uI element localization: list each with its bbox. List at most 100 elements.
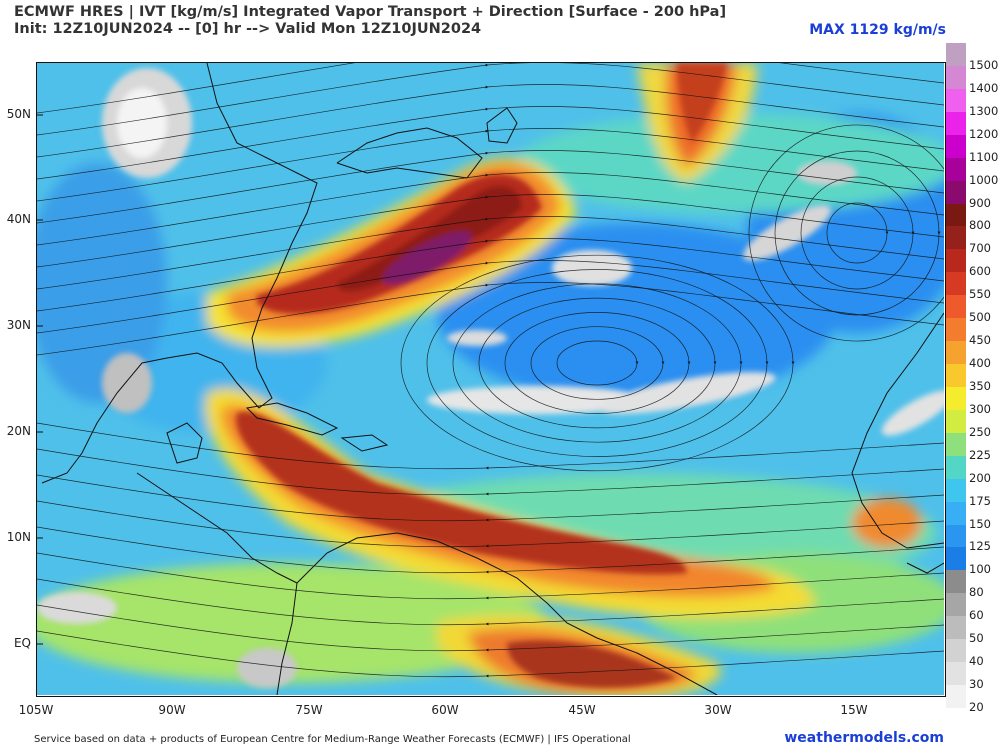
colorbar-label-900: 900 (969, 195, 991, 210)
colorbar-label-400: 400 (969, 356, 991, 371)
colorbar-label-800: 800 (969, 218, 991, 233)
colorbar-swatch-800 (946, 203, 966, 227)
cuba (245, 402, 339, 436)
streamline (800, 176, 915, 290)
lon-label-90w: 90W (158, 703, 186, 717)
colorbar-label-1000: 1000 (969, 172, 999, 187)
colorbar-label-700: 700 (969, 241, 991, 256)
lat-label-20n: 20N (6, 424, 31, 438)
colorbar-label-60: 60 (969, 608, 984, 623)
colorbar-label-40: 40 (969, 654, 984, 669)
dry-patch-far-east (881, 390, 944, 436)
lat-label-30n: 30N (6, 318, 31, 332)
colorbar-label-1400: 1400 (969, 80, 999, 95)
low-ivt-central-atlantic (437, 223, 837, 403)
colorbar-label-225: 225 (969, 447, 991, 462)
lon-label-105w: 105W (18, 703, 54, 717)
dry-patch-west-atlantic (447, 330, 507, 346)
ivt-map-canvas (37, 63, 944, 695)
streamline (452, 283, 743, 443)
streamline (774, 150, 941, 316)
streamline (426, 269, 769, 457)
streamline (37, 474, 944, 522)
streamline (37, 630, 944, 678)
streamline (37, 578, 944, 626)
orange-east-africa (852, 498, 922, 548)
colorbar-swatch-600 (946, 249, 966, 273)
streamline (826, 202, 889, 264)
ivt-direction-streamlines (37, 63, 944, 678)
colorbar-swatch-350 (946, 364, 966, 388)
colorbar-label-20: 20 (969, 700, 984, 714)
streamline (556, 340, 639, 386)
colorbar-swatch-900 (946, 180, 966, 204)
colorbar-label-125: 125 (969, 539, 991, 554)
colorbar-label-500: 500 (969, 310, 991, 325)
colorbar-label-1200: 1200 (969, 126, 999, 141)
colorbar-swatch-1300 (946, 88, 966, 113)
streamline (37, 106, 944, 180)
colorbar-label-250: 250 (969, 424, 991, 439)
lat-label-40n: 40N (6, 212, 31, 226)
colorbar-swatch-300 (946, 386, 966, 411)
red-core-northeast (677, 63, 727, 143)
streamline (37, 84, 944, 158)
africa-gulf-of-guinea (906, 562, 944, 574)
colorbar-swatch-50 (946, 616, 966, 640)
north-america-east-coast (41, 63, 318, 484)
lat-label-10n: 10N (6, 530, 31, 544)
coastlines (41, 63, 944, 695)
africa-west-coast (851, 312, 944, 549)
colorbar-swatch-175 (946, 478, 966, 503)
colorbar-swatch-700 (946, 226, 966, 250)
colorbar-label-100: 100 (969, 562, 991, 577)
colorbar-swatch-500 (946, 295, 966, 319)
colorbar-label-450: 450 (969, 333, 991, 348)
colorbar-label-600: 600 (969, 264, 991, 279)
chart-title: ECMWF HRES | IVT [kg/m/s] Integrated Vap… (14, 4, 726, 38)
colorbar-label-350: 350 (969, 378, 991, 393)
gulf-of-st-lawrence (336, 127, 483, 179)
colorbar-swatch-30 (946, 662, 966, 686)
colorbar-label-300: 300 (969, 401, 991, 416)
colorbar-label-1300: 1300 (969, 103, 999, 118)
colorbar-swatch-400 (946, 341, 966, 365)
streamline (37, 63, 944, 114)
dry-patch-south-america (237, 648, 297, 688)
ivt-core-shading (236, 63, 727, 688)
dry-patch-central-atlantic-2 (598, 372, 776, 414)
streamline (37, 282, 944, 356)
dark-core-atmospheric-river (337, 185, 522, 292)
colorbar-swatch-225 (946, 432, 966, 457)
streamline (37, 448, 944, 496)
colorbar-swatch-125 (946, 524, 966, 548)
colorbar-label-550: 550 (969, 287, 991, 302)
streamline (37, 150, 944, 224)
colorbar-swatch-1500 (946, 43, 966, 67)
colorbar-swatch-1000 (946, 157, 966, 182)
streamline (530, 326, 665, 400)
ivt-map (36, 62, 946, 697)
colorbar-swatch-200 (946, 455, 966, 480)
dry-patch-mid-atlantic (552, 250, 632, 286)
hispaniola (340, 434, 389, 452)
low-ivt-west (37, 163, 167, 403)
south-america-north-coast (296, 532, 718, 695)
lon-label-75w: 75W (295, 703, 323, 717)
newfoundland (486, 107, 518, 144)
colorbar-label-1100: 1100 (969, 149, 999, 164)
streamline (37, 552, 944, 600)
streamline (478, 297, 717, 429)
streamline (37, 63, 944, 136)
colorbar-swatch-1400 (946, 65, 966, 90)
streamline (37, 128, 944, 202)
dry-patch-east-atlantic (743, 205, 831, 261)
title-line-1: ECMWF HRES | IVT [kg/m/s] Integrated Vap… (14, 4, 727, 20)
colorbar-label-50: 50 (969, 631, 984, 646)
lon-label-60w: 60W (431, 703, 459, 717)
colorbar-swatch-100 (946, 547, 966, 571)
streamline (37, 604, 944, 652)
lat-label-eq: EQ (13, 636, 31, 650)
site-link[interactable]: weathermodels.com (784, 730, 944, 746)
colorbar-label-150: 150 (969, 516, 991, 531)
